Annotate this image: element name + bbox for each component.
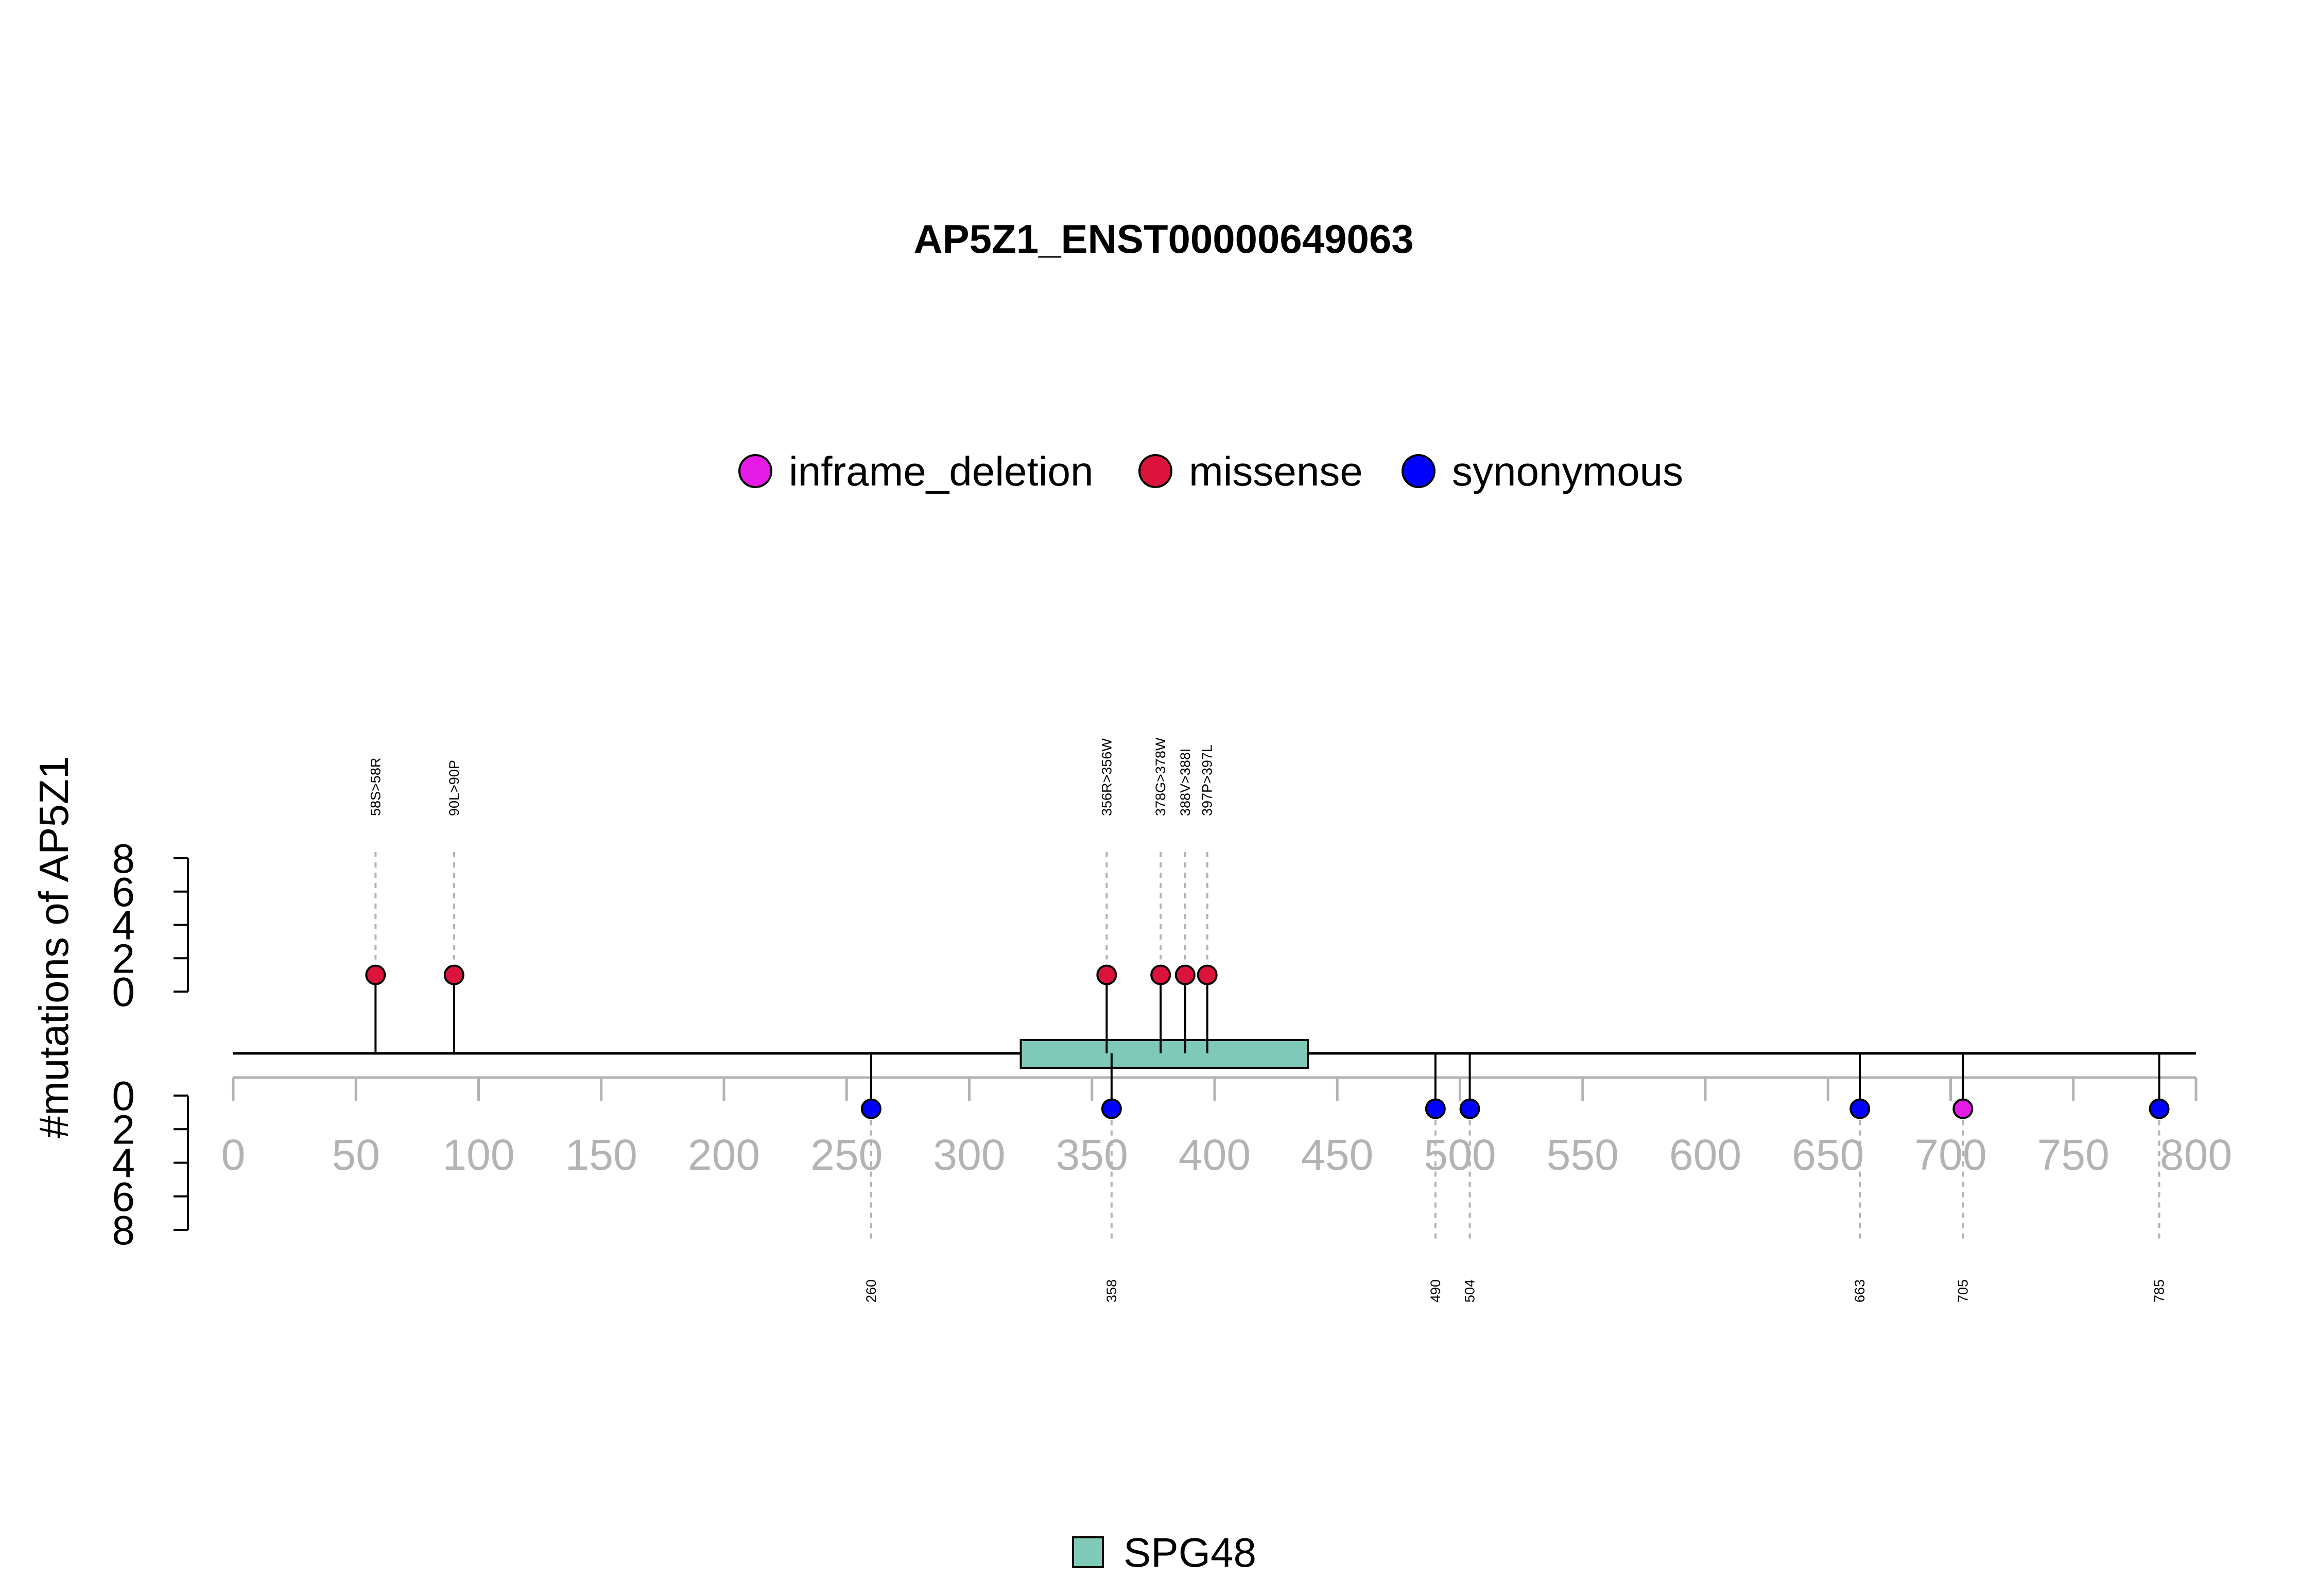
y-tick-label-bottom: 6: [112, 1174, 135, 1220]
y-tick-label-bottom: 8: [112, 1207, 135, 1253]
x-tick-label: 300: [933, 1131, 1005, 1179]
mutation-position-label: 490: [1428, 1279, 1443, 1303]
legend-swatch-inframe_deletion: [738, 454, 772, 488]
mutation-label: 388V>388I: [1178, 749, 1193, 816]
x-tick-label: 350: [1056, 1131, 1128, 1179]
domain-legend: SPG48: [1072, 1530, 1256, 1575]
x-axis: 0 50 100 150 200 250 300 350 400 450 500 550 600 650 7…: [221, 1076, 2232, 1179]
chart-title: AP5Z1_ENST00000649063: [913, 216, 1413, 262]
x-tick-label: 150: [565, 1131, 637, 1179]
mutation-point-missense: [1174, 964, 1196, 985]
top-mutations: 58S>58R 90L>90P 356R>356W 378G>378W 388V>388…: [365, 737, 1218, 1053]
mutation-label: 378G>378W: [1153, 737, 1168, 816]
y-axis-label: #mutations of AP5Z1: [31, 756, 77, 1139]
x-tick-label: 50: [332, 1131, 380, 1179]
mutation-point-inframe_deletion: [1952, 1098, 1974, 1119]
x-tick-label: 600: [1669, 1131, 1741, 1179]
mutation-position-label: 504: [1462, 1279, 1478, 1303]
y-tick-label-top: 0: [112, 969, 135, 1015]
mutation-position-label: 260: [863, 1279, 879, 1303]
y-tick-label-top: 6: [112, 869, 135, 915]
domain-legend-label: SPG48: [1123, 1530, 1256, 1575]
mutation-point-missense: [365, 964, 386, 985]
x-tick-label: 400: [1179, 1131, 1251, 1179]
legend-swatch-missense: [1138, 454, 1172, 488]
mutation-position-label: 663: [1852, 1279, 1868, 1303]
x-tick-label: 800: [2160, 1131, 2232, 1179]
mutation-type-legend: inframe_deletion missense synonymous: [738, 448, 1683, 494]
x-tick-label: 0: [221, 1131, 246, 1179]
mutation-point-synonymous: [1425, 1098, 1446, 1119]
legend-label-synonymous: synonymous: [1452, 448, 1683, 494]
domain-legend-swatch: [1072, 1536, 1104, 1568]
mutation-point-missense: [1096, 964, 1117, 985]
mutation-point-missense: [443, 964, 464, 985]
y-tick-label-top: 4: [112, 903, 135, 948]
mutation-label: 397P>397L: [1200, 744, 1215, 816]
mutation-point-missense: [1150, 964, 1171, 985]
mutation-label: 58S>58R: [368, 758, 383, 816]
mutation-point-synonymous: [860, 1098, 881, 1119]
y-tick-label-top: 8: [112, 836, 135, 881]
mutation-point-missense: [1197, 964, 1218, 985]
x-tick-label: 450: [1301, 1131, 1373, 1179]
y-tick-label-bottom: 4: [112, 1140, 135, 1186]
mutation-position-label: 705: [1955, 1279, 1970, 1303]
x-tick-label: 550: [1547, 1131, 1619, 1179]
mutation-point-synonymous: [1459, 1098, 1480, 1119]
x-tick-label: 200: [688, 1131, 760, 1179]
domain-layer: [1019, 1039, 1309, 1069]
legend-label-inframe_deletion: inframe_deletion: [789, 448, 1093, 494]
x-tick-label: 650: [1792, 1131, 1864, 1179]
mutation-position-label: 358: [1104, 1279, 1119, 1303]
bottom-mutations: 260 358 490 504 663 705 785: [860, 1053, 2170, 1303]
x-tick-label: 100: [442, 1131, 514, 1179]
y-tick-label-top: 2: [112, 935, 135, 981]
mutation-point-synonymous: [1849, 1098, 1871, 1119]
mutation-point-synonymous: [1101, 1098, 1122, 1119]
mutation-point-synonymous: [2149, 1098, 2170, 1119]
x-tick-label: 700: [1914, 1131, 1986, 1179]
legend-label-missense: missense: [1189, 448, 1363, 494]
mutation-label: 356R>356W: [1099, 738, 1114, 816]
y-tick-label-bottom: 0: [112, 1073, 135, 1119]
x-tick-label: 750: [2037, 1131, 2109, 1179]
legend-swatch-synonymous: [1402, 454, 1436, 488]
mutation-label: 90L>90P: [446, 760, 462, 816]
domain-spg48: [1019, 1039, 1309, 1069]
y-tick-label-bottom: 2: [112, 1106, 135, 1152]
mutation-position-label: 785: [2152, 1279, 2167, 1303]
